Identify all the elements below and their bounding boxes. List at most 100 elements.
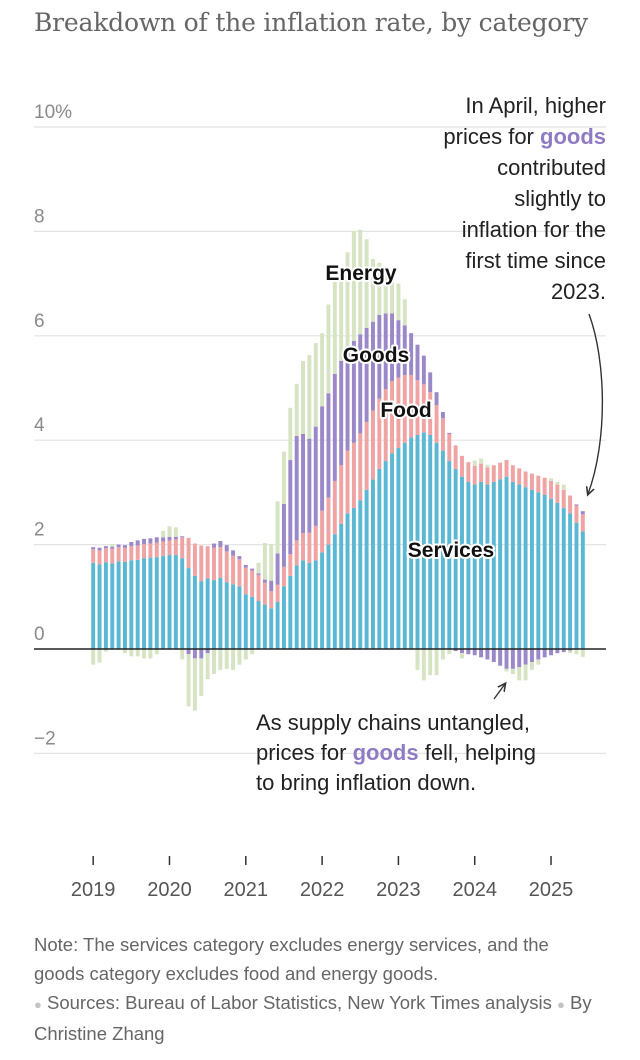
footer-note: Note: The services category excludes ene… <box>34 934 549 984</box>
bar-segment-services <box>180 558 185 649</box>
y-tick-label: 2 <box>34 520 45 541</box>
bar-segment-goods <box>129 541 134 547</box>
bar-segment-services <box>510 481 515 649</box>
bar-segment-goods <box>326 393 331 498</box>
bar-segment-energy <box>326 304 331 394</box>
bar-segment-goods <box>549 649 553 656</box>
bar-segment-food <box>320 510 325 553</box>
bar-segment-services <box>440 450 445 649</box>
bar-segment-food <box>421 384 426 433</box>
bar-segment-food <box>568 495 573 514</box>
bar-segment-services <box>377 468 382 649</box>
bar-segment-food <box>103 548 108 563</box>
bar-segment-energy <box>91 649 96 665</box>
bar-segment-goods <box>371 321 375 411</box>
annotation-line: prices for goods <box>443 124 606 149</box>
bar-segment-goods <box>339 360 344 466</box>
bar-segment-goods <box>396 320 401 378</box>
bar-segment-services <box>275 602 280 649</box>
bar-segment-goods <box>256 573 261 575</box>
bar-segment-goods <box>402 325 407 375</box>
bar-segment-energy <box>212 649 216 675</box>
x-tick-label: 2021 <box>224 879 269 901</box>
bar-segment-goods <box>345 346 350 451</box>
bar-segment-energy <box>269 544 274 581</box>
bar-segment-services <box>97 564 102 649</box>
annotation-line: to bring inflation down. <box>256 770 476 795</box>
bar-segment-services <box>205 578 210 649</box>
bar-segment-food <box>116 547 121 562</box>
bar-segment-energy <box>402 299 407 326</box>
bar-segment-energy <box>351 231 356 342</box>
bar-segment-food <box>250 570 255 597</box>
bar-segment-food <box>561 489 566 509</box>
annotation-line: first time since <box>465 248 606 273</box>
bar-segment-energy <box>180 649 185 660</box>
bar-segment-services <box>313 560 318 649</box>
bar-segment-goods <box>135 540 140 546</box>
bar-segment-energy <box>243 649 248 660</box>
bar-segment-services <box>561 508 566 649</box>
bar-segment-food <box>301 533 305 561</box>
bar-segment-goods <box>243 564 248 568</box>
bar-segment-goods <box>472 649 477 656</box>
bar-segment-food <box>231 555 236 585</box>
bar-segment-food <box>351 442 356 509</box>
bar-segment-services <box>326 544 331 649</box>
bar-segment-services <box>574 522 579 649</box>
bar-segment-energy <box>332 279 337 374</box>
bar-segment-food <box>371 410 375 480</box>
bar-segment-goods <box>218 540 223 548</box>
bar-segment-goods <box>390 313 395 382</box>
bar-segment-goods <box>205 649 210 654</box>
bar-segment-goods <box>161 537 166 542</box>
bar-segment-food <box>288 554 293 576</box>
bar-segment-energy <box>517 667 522 681</box>
bar-segment-goods <box>498 649 503 666</box>
bar-segment-services <box>142 558 147 649</box>
bar-segment-goods <box>555 649 560 654</box>
bar-segment-services <box>536 492 541 649</box>
bar-segment-services <box>288 575 293 649</box>
bar-segment-energy <box>536 659 541 665</box>
y-axis-ticks: −2 0 2 4 6 8 10% <box>34 102 72 749</box>
bar-segment-food <box>523 471 528 488</box>
bar-segment-goods <box>428 372 433 393</box>
bar-segment-energy <box>262 543 267 580</box>
annotation-line: contributed <box>497 155 606 180</box>
bar-segment-goods <box>351 341 356 443</box>
bar-segment-services <box>154 557 159 649</box>
chart-title: Breakdown of the inflation rate, by cate… <box>34 8 588 37</box>
bar-segment-services <box>148 557 153 649</box>
bar-segment-services <box>371 479 375 649</box>
bar-segment-services <box>466 481 471 649</box>
bar-segment-goods <box>281 503 286 567</box>
bar-segment-energy <box>199 658 204 696</box>
bar-segment-energy <box>135 649 140 657</box>
bar-segment-services <box>250 596 255 649</box>
bar-segment-services <box>294 565 299 649</box>
annotation-line: In April, higher <box>465 93 606 118</box>
bar-segment-services <box>320 552 325 649</box>
bar-segment-energy <box>313 343 318 427</box>
bar-segment-goods <box>262 579 267 583</box>
bar-segment-energy <box>294 383 299 437</box>
bar-segment-services <box>129 560 134 649</box>
bar-segment-goods <box>173 536 178 540</box>
bar-segment-energy <box>173 527 178 537</box>
bar-segment-energy <box>97 649 102 663</box>
annotation-line: inflation for the <box>462 217 606 242</box>
bar-segment-food <box>281 566 286 587</box>
bar-segment-goods <box>580 511 585 515</box>
bar-segment-energy <box>250 649 255 655</box>
bar-segment-services <box>307 562 312 649</box>
bar-segment-energy <box>307 355 312 439</box>
bar-segment-energy <box>148 649 153 659</box>
bar-segment-services <box>135 559 140 649</box>
separator-dot: ● <box>34 997 42 1012</box>
bar-segment-energy <box>580 649 585 657</box>
bars <box>91 229 585 711</box>
bar-segment-food <box>498 462 503 480</box>
bar-segment-food <box>453 445 458 469</box>
